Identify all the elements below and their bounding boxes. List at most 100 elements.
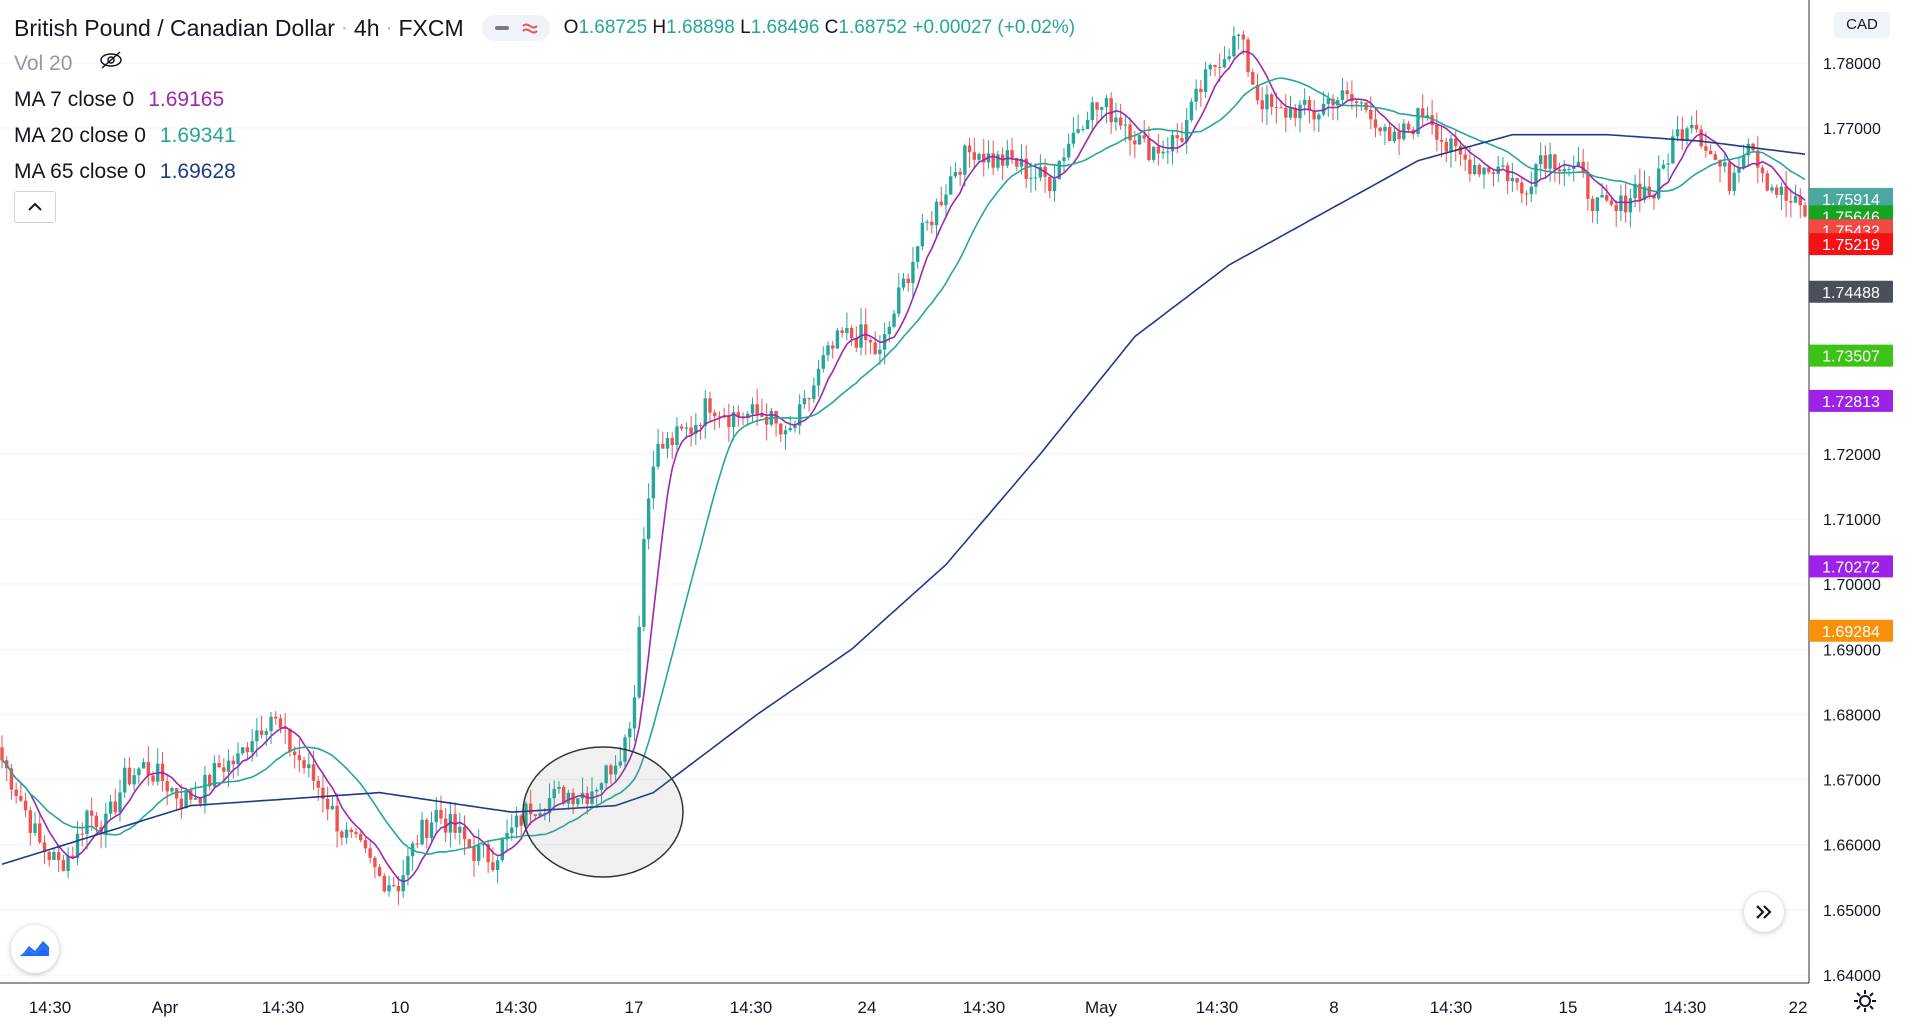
candle [972,137,976,167]
candle [1199,79,1203,107]
candle [982,138,986,177]
candle [165,774,169,806]
indicator-ma65-value: 1.69628 [159,160,236,183]
high-label: H [652,17,667,38]
price-badge: 1.75219 [1809,233,1893,256]
currency-label[interactable]: CAD [1834,12,1890,38]
candle [207,773,212,791]
candle [302,756,306,774]
candle [170,786,174,794]
candle [939,186,943,207]
candle [1359,98,1364,111]
candle [764,403,769,441]
candle [1723,153,1727,173]
candle [269,711,273,745]
candle [1378,126,1382,136]
candle [1444,137,1448,163]
candle [1048,176,1052,199]
candle [89,797,94,831]
candle [259,715,264,739]
candle [415,834,420,849]
candle [1284,94,1288,133]
chart-type-pill[interactable] [481,15,550,41]
candle [1397,123,1401,156]
indicator-ma65[interactable]: MA 65 close 0 1.69628 [14,154,1075,190]
collapse-legend-button[interactable] [14,191,56,223]
candle [127,757,132,786]
candle [330,796,335,810]
candle [363,837,368,853]
candle [1515,177,1519,191]
candle [524,800,528,828]
candle [646,483,651,550]
interval-label[interactable]: 4h [353,15,380,41]
scroll-to-realtime-button[interactable] [1744,892,1784,932]
candle [576,798,580,808]
candle [1232,26,1236,58]
candle [179,784,184,819]
candle [967,137,972,168]
price-badge: 1.75914 [1809,187,1893,210]
time-tick: 22 [1789,998,1808,1017]
indicator-ma20-name: MA 20 close 0 [14,124,146,147]
candle [42,834,47,865]
candle [1076,114,1080,134]
candle [1713,151,1718,161]
minus-icon[interactable] [488,25,516,31]
gear-icon[interactable] [1850,986,1880,1016]
candle [1756,136,1760,184]
indicator-vol[interactable]: Vol 20 [14,46,1075,82]
candle [746,410,750,426]
candle [793,420,797,433]
candle [510,814,514,841]
candle [741,412,745,426]
candle [71,846,75,859]
candle [703,390,707,439]
candle [80,822,84,847]
candle [472,836,476,877]
tradingview-logo-icon[interactable] [11,925,59,973]
candle [146,746,151,786]
candle [797,394,802,435]
price-badge: 1.72813 [1809,389,1893,412]
candle [948,166,953,196]
candle [1765,170,1769,192]
candle [340,829,344,846]
candle [528,790,533,826]
candle [1236,33,1241,50]
candle [1581,148,1585,178]
candle [689,415,693,447]
eye-off-icon[interactable] [98,46,124,82]
chart-legend: British Pound / Canadian Dollar · 4h · F… [14,10,1075,190]
candle [920,214,925,251]
candle [1350,80,1354,110]
indicator-ma20[interactable]: MA 20 close 0 1.69341 [14,118,1075,154]
ohlc-values: O1.68725 H1.68898 L1.68496 C1.68752 +0.0… [564,10,1075,46]
candle [618,746,623,769]
candle [826,341,830,362]
candle [609,763,613,784]
candle [203,765,207,814]
change-value: +0.00027 (+0.02%) [912,17,1076,38]
indicator-ma7[interactable]: MA 7 close 0 1.69165 [14,82,1075,118]
candle [1425,106,1430,121]
candle [1420,94,1425,127]
time-tick: 14:30 [963,998,1006,1017]
candle [906,273,910,292]
wave-icon[interactable] [516,21,544,35]
candle [52,847,56,861]
candle [1081,125,1085,132]
price-tick: 1.69000 [1823,642,1881,659]
candle [448,801,453,848]
candle [359,831,363,843]
candle [1694,110,1699,133]
price-tick: 1.77000 [1823,121,1881,138]
candle [231,755,235,779]
candle [1024,145,1028,189]
candle [1572,155,1576,182]
symbol-name[interactable]: British Pound / Canadian Dollar [14,15,335,41]
candle [453,802,457,840]
time-tick: 24 [858,998,877,1017]
candle [1505,162,1510,194]
